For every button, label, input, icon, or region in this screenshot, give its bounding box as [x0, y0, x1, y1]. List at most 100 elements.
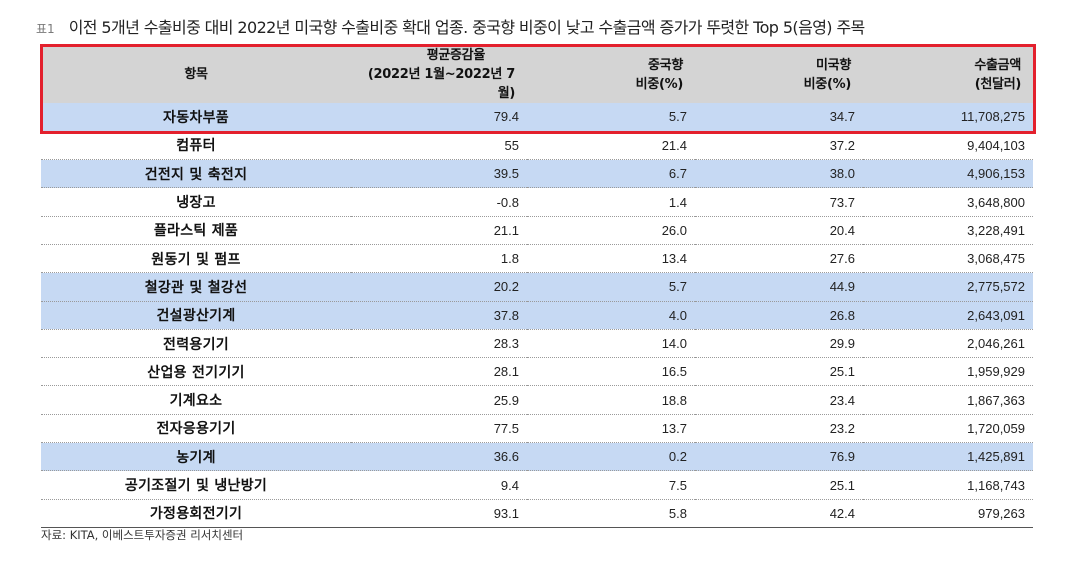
- row-us-share: 26.8: [829, 307, 855, 323]
- row-china-share: 5.8: [668, 505, 687, 521]
- row-growth: 93.1: [493, 505, 519, 521]
- row-us-share: 76.9: [829, 449, 855, 465]
- row-amount: 3,228,491: [967, 222, 1025, 238]
- row-us-share: 38.0: [829, 166, 855, 182]
- row-us-share: 34.7: [829, 109, 855, 125]
- row-growth: -0.8: [496, 194, 519, 210]
- header-growth-label: 평균증감율: [426, 48, 486, 63]
- row-growth: 25.9: [493, 392, 519, 408]
- header-us-label: 미국향: [816, 57, 851, 73]
- row-growth: 21.1: [493, 222, 519, 238]
- header-amount-unit: (천달러): [974, 76, 1022, 92]
- row-growth: 55: [504, 137, 519, 153]
- header-china-label: 중국향: [648, 57, 683, 73]
- row-item: 플라스틱 제품: [153, 223, 239, 240]
- row-item: 산업용 전기기기: [147, 364, 245, 381]
- row-amount: 2,046,261: [967, 336, 1025, 352]
- row-item: 전자응용기기: [156, 421, 236, 438]
- row-item: 건전지 및 축전지: [144, 166, 248, 183]
- header-amount: 수출금액 (천달러): [863, 46, 1033, 103]
- row-item: 자동차부품: [163, 109, 229, 126]
- row-us-share: 27.6: [829, 251, 855, 267]
- table-row: 기계요소 25.9 18.8 23.4 1,867,363: [41, 386, 1033, 415]
- source-note: 자료: KITA, 이베스트투자증권 리서치센터: [41, 528, 244, 542]
- row-us-share: 23.4: [829, 392, 855, 408]
- header-item: 항목: [41, 46, 351, 103]
- header-growth: 평균증감율 (2022년 1월~2022년 7월): [351, 46, 527, 103]
- row-us-share: 25.1: [829, 364, 855, 380]
- header-us-unit: 비중(%): [803, 76, 852, 92]
- row-growth: 28.3: [493, 336, 519, 352]
- row-amount: 3,068,475: [967, 251, 1025, 267]
- header-china: 중국향 비중(%): [527, 46, 695, 103]
- row-china-share: 13.4: [661, 251, 687, 267]
- row-growth: 39.5: [493, 166, 519, 182]
- row-amount: 2,775,572: [967, 279, 1025, 295]
- table-row: 전자응용기기 77.5 13.7 23.2 1,720,059: [41, 414, 1033, 443]
- table-row: 전력용기기 28.3 14.0 29.9 2,046,261: [41, 329, 1033, 358]
- row-china-share: 7.5: [668, 477, 687, 493]
- table-row: 냉장고 -0.8 1.4 73.7 3,648,800: [41, 188, 1033, 217]
- row-growth: 1.8: [500, 251, 519, 267]
- table-body: 자동차부품 79.4 5.7 34.7 11,708,275 컴퓨터 55 21.4 37.2 9…: [41, 103, 1033, 528]
- row-item: 가정용회전기기: [149, 506, 243, 523]
- table-row: 산업용 전기기기 28.1 16.5 25.1 1,959,929: [41, 358, 1033, 386]
- row-amount: 4,906,153: [967, 166, 1025, 182]
- row-item: 공기조절기 및 냉난방기: [124, 478, 268, 494]
- row-item: 철강관 및 철강선: [144, 279, 248, 296]
- row-amount: 9,404,103: [967, 137, 1025, 153]
- row-growth: 28.1: [493, 364, 519, 380]
- row-amount: 1,168,743: [967, 477, 1025, 493]
- row-china-share: 5.7: [668, 109, 687, 125]
- row-us-share: 25.1: [829, 477, 855, 493]
- table-row: 플라스틱 제품 21.1 26.0 20.4 3,228,491: [41, 216, 1033, 245]
- row-amount: 3,648,800: [967, 194, 1025, 210]
- row-us-share: 73.7: [829, 194, 855, 210]
- row-china-share: 18.8: [661, 392, 687, 408]
- row-china-share: 13.7: [661, 420, 687, 436]
- row-growth: 79.4: [493, 109, 519, 125]
- table-row: 공기조절기 및 냉난방기 9.4 7.5 25.1 1,168,743: [41, 471, 1033, 500]
- row-amount: 1,867,363: [967, 392, 1025, 408]
- row-us-share: 37.2: [829, 137, 855, 153]
- row-item: 컴퓨터: [176, 138, 216, 155]
- row-china-share: 1.4: [668, 194, 687, 210]
- row-growth: 20.2: [493, 279, 519, 295]
- row-amount: 979,263: [978, 505, 1025, 521]
- header-us: 미국향 비중(%): [695, 46, 863, 103]
- row-china-share: 26.0: [661, 222, 687, 238]
- header-item-label: 항목: [184, 67, 208, 82]
- table-caption: 이전 5개년 수출비중 대비 2022년 미국향 수출비중 확대 업종. 중국향…: [68, 18, 866, 37]
- row-china-share: 16.5: [661, 364, 687, 380]
- row-amount: 1,720,059: [967, 420, 1025, 436]
- row-item: 기계요소: [169, 393, 223, 410]
- row-item: 건설광산기계: [156, 308, 236, 325]
- row-growth: 37.8: [493, 307, 519, 323]
- row-item: 농기계: [176, 449, 216, 466]
- table-row: 철강관 및 철강선 20.2 5.7 44.9 2,775,572: [41, 272, 1033, 302]
- row-amount: 11,708,275: [960, 109, 1025, 125]
- row-us-share: 29.9: [829, 336, 855, 352]
- row-china-share: 0.2: [668, 449, 687, 465]
- row-item: 냉장고: [176, 195, 216, 212]
- row-amount: 1,959,929: [967, 364, 1025, 380]
- row-china-share: 21.4: [661, 137, 687, 153]
- row-china-share: 5.7: [668, 279, 687, 295]
- table-row: 건전지 및 축전지 39.5 6.7 38.0 4,906,153: [41, 159, 1033, 188]
- table-title: 표1 이전 5개년 수출비중 대비 2022년 미국향 수출비중 확대 업종. …: [36, 14, 1036, 40]
- row-amount: 1,425,891: [967, 449, 1025, 465]
- row-us-share: 42.4: [829, 505, 855, 521]
- table-row: 자동차부품 79.4 5.7 34.7 11,708,275: [41, 103, 1033, 132]
- row-china-share: 14.0: [661, 336, 687, 352]
- row-us-share: 20.4: [829, 222, 855, 238]
- table-row: 가정용회전기기 93.1 5.8 42.4 979,263: [41, 499, 1033, 528]
- row-growth: 77.5: [493, 420, 519, 436]
- table-row: 건설광산기계 37.8 4.0 26.8 2,643,091: [41, 301, 1033, 330]
- row-us-share: 23.2: [829, 420, 855, 436]
- row-growth: 36.6: [493, 449, 519, 465]
- row-us-share: 44.9: [829, 279, 855, 295]
- row-item: 원동기 및 펌프: [151, 251, 241, 268]
- header-china-unit: 비중(%): [635, 76, 684, 92]
- row-amount: 2,643,091: [967, 307, 1025, 323]
- row-china-share: 6.7: [668, 166, 687, 182]
